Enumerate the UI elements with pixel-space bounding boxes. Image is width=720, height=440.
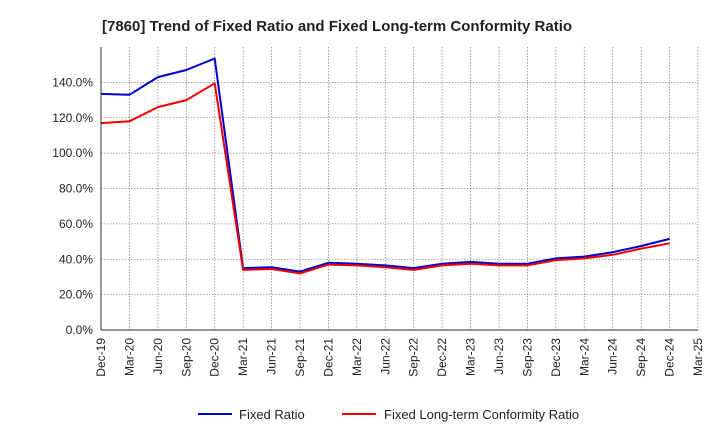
x-tick-label: Dec-20: [208, 338, 222, 377]
y-tick-label: 80.0%: [59, 182, 93, 196]
x-tick-label: Dec-23: [549, 338, 563, 377]
legend-label-fixed-ratio: Fixed Ratio: [239, 407, 305, 422]
x-tick-label: Jun-22: [378, 338, 392, 375]
x-tick-label: Sep-24: [634, 338, 648, 377]
x-tick-label: Jun-24: [606, 338, 620, 375]
series-line-fixed-ratio: [100, 57, 670, 273]
grid: [101, 47, 699, 330]
legend-label-fixed-long-term-conformity-ratio: Fixed Long-term Conformity Ratio: [384, 407, 579, 422]
x-tick-label: Mar-20: [122, 338, 136, 376]
y-tick-label: 20.0%: [59, 288, 93, 302]
x-tick-label: Sep-20: [179, 338, 193, 377]
x-tick-label: Jun-20: [151, 338, 165, 375]
y-tick-label: 140.0%: [52, 75, 93, 89]
x-tick-label: Mar-21: [236, 338, 250, 376]
series-lines: [100, 57, 670, 275]
axes: 0.0% 20.0% 40.0% 60.0% 80.0% 100.0% 120.0% 140.…: [52, 47, 705, 377]
y-tick-label: 0.0%: [66, 323, 94, 337]
x-tick-label: Dec-24: [663, 338, 677, 377]
series-line-fixed-long-term-conformity-ratio: [100, 82, 670, 275]
x-tick-label: Mar-25: [691, 338, 705, 376]
x-tick-label: Dec-19: [94, 338, 108, 377]
x-tick-label: Mar-24: [577, 338, 591, 376]
y-tick-label: 40.0%: [59, 252, 93, 266]
x-tick-label: Mar-22: [350, 338, 364, 376]
x-tick-label: Jun-23: [492, 338, 506, 375]
x-tick-label: Sep-23: [520, 338, 534, 377]
x-tick-label: Dec-21: [321, 338, 335, 377]
x-tick-label: Jun-21: [265, 338, 279, 375]
x-tick-label: Dec-22: [435, 338, 449, 377]
x-tick-label: Sep-21: [293, 338, 307, 377]
chart-title: [7860] Trend of Fixed Ratio and Fixed Lo…: [102, 18, 572, 35]
x-tick-label: Sep-22: [407, 338, 421, 377]
y-tick-label: 60.0%: [59, 217, 93, 231]
y-tick-label: 100.0%: [52, 146, 93, 160]
y-tick-label: 120.0%: [52, 111, 93, 125]
legend: Fixed Ratio Fixed Long-term Conformity R…: [198, 407, 579, 422]
x-tick-label: Mar-23: [464, 338, 478, 376]
